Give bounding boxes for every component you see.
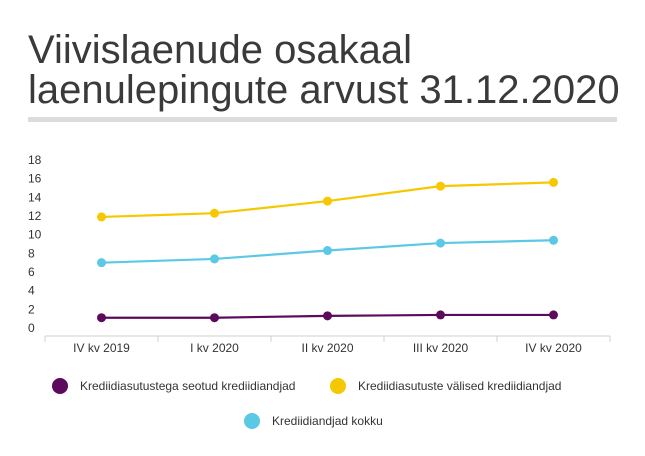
y-axis: 0 2 4 6 8 10 12 14 16 18 xyxy=(28,153,42,335)
series-2 xyxy=(97,235,558,268)
data-point[interactable] xyxy=(436,310,445,320)
legend-label-seotud: Krediidiasutustega seotud krediidiandjad xyxy=(80,379,296,393)
series-1 xyxy=(97,177,558,222)
legend-marker-seotud xyxy=(52,378,68,394)
y-tick-label: 2 xyxy=(28,302,35,316)
data-point[interactable] xyxy=(323,246,332,256)
data-point[interactable] xyxy=(549,235,558,245)
legend-marker-valised xyxy=(330,378,346,394)
x-tick-label: I kv 2020 xyxy=(190,341,239,355)
legend-item-seotud[interactable]: Krediidiasutustega seotud krediidiandjad xyxy=(52,378,295,394)
y-tick-label: 12 xyxy=(28,209,42,223)
y-tick-label: 4 xyxy=(28,284,35,298)
legend-marker-kokku xyxy=(244,413,260,429)
data-point[interactable] xyxy=(97,258,106,268)
data-point[interactable] xyxy=(210,313,219,323)
chart-title: Viivislaenude osakaal laenulepingute arv… xyxy=(28,30,628,110)
y-tick-label: 18 xyxy=(28,153,42,167)
chart-title-line-1: Viivislaenude osakaal xyxy=(28,28,412,72)
y-tick-label: 16 xyxy=(28,172,42,186)
legend-item-valised[interactable]: Krediidiasutuste välised krediidiandjad xyxy=(330,378,561,394)
x-tick-label: III kv 2020 xyxy=(413,341,469,355)
legend-item-kokku[interactable]: Krediidiandjad kokku xyxy=(244,413,383,429)
x-tick-label: IV kv 2020 xyxy=(525,341,582,355)
data-point[interactable] xyxy=(210,254,219,264)
x-tick-label: II kv 2020 xyxy=(301,341,353,355)
legend-label-valised: Krediidiasutuste välised krediidiandjad xyxy=(358,379,562,393)
x-tick-label: IV kv 2019 xyxy=(73,341,130,355)
chart-title-line-2: laenulepingute arvust 31.12.2020 xyxy=(28,68,620,112)
data-point[interactable] xyxy=(323,311,332,321)
legend-label-kokku: Krediidiandjad kokku xyxy=(272,414,383,428)
data-point[interactable] xyxy=(436,238,445,248)
y-tick-label: 0 xyxy=(28,321,35,335)
data-point[interactable] xyxy=(436,181,445,191)
y-tick-label: 8 xyxy=(28,246,35,260)
x-axis: IV kv 2019 I kv 2020 II kv 2020 III kv 2020… xyxy=(44,336,611,355)
y-tick-label: 10 xyxy=(28,228,42,242)
data-point[interactable] xyxy=(97,313,106,323)
data-point[interactable] xyxy=(210,208,219,218)
data-point[interactable] xyxy=(97,212,106,222)
series-layer xyxy=(97,177,558,323)
y-tick-label: 6 xyxy=(28,265,35,279)
y-tick-label: 14 xyxy=(28,190,42,204)
title-divider xyxy=(28,117,617,122)
data-point[interactable] xyxy=(549,310,558,320)
data-point[interactable] xyxy=(549,177,558,187)
series-0 xyxy=(97,310,558,323)
data-point[interactable] xyxy=(323,196,332,206)
